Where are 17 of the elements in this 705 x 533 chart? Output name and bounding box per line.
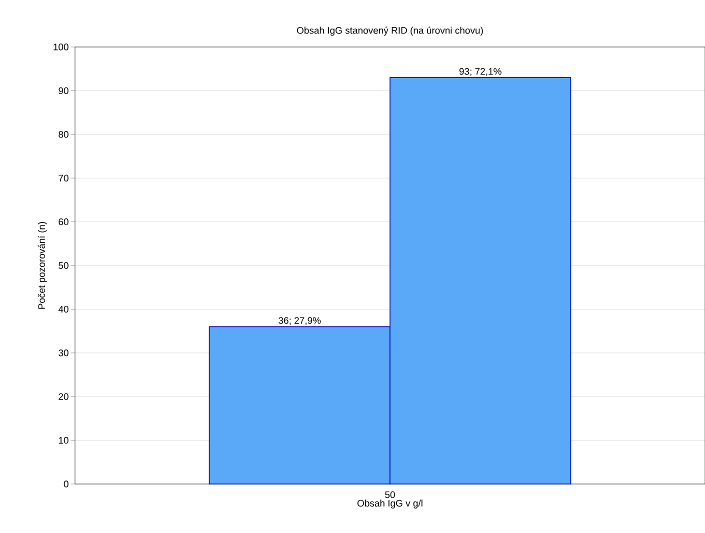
y-tick-label: 90 bbox=[58, 87, 68, 94]
y-tick-label: 20 bbox=[58, 393, 68, 400]
y-tick-label: 60 bbox=[58, 218, 68, 226]
y-tick-label: 50 bbox=[58, 262, 68, 269]
y-tick-label: 10 bbox=[58, 436, 68, 444]
y-tick-label: 80 bbox=[58, 131, 68, 138]
chart-title: Obsah IgG stanovený RID (na úrovni chovu) bbox=[296, 26, 483, 36]
data-label: 36; 27,9% bbox=[278, 317, 321, 325]
y-tick-label: 70 bbox=[58, 174, 68, 182]
data-label: 93; 72,1% bbox=[459, 68, 502, 76]
y-tick-label: 30 bbox=[58, 350, 68, 356]
y-tick-label: 40 bbox=[58, 306, 68, 313]
x-axis-title: Obsah IgG v g/l bbox=[357, 500, 422, 508]
text: 50 bbox=[385, 491, 395, 498]
y-axis-title: Počet pozorování (n) bbox=[38, 222, 47, 309]
y-tick-label: 0 bbox=[64, 480, 68, 488]
y-tick-label: 100 bbox=[54, 44, 68, 50]
